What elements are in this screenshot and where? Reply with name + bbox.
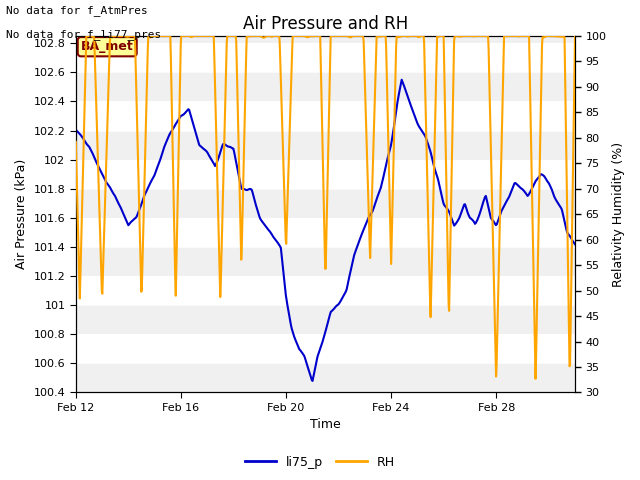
Bar	[76, 218, 575, 247]
Text: No data for f_li77_pres: No data for f_li77_pres	[6, 29, 162, 40]
Text: BA_met: BA_met	[81, 40, 134, 53]
Bar	[76, 276, 575, 305]
Bar	[76, 72, 575, 101]
Bar	[76, 189, 575, 218]
Y-axis label: Relativity Humidity (%): Relativity Humidity (%)	[612, 142, 625, 287]
Legend: li75_p, RH: li75_p, RH	[240, 451, 400, 474]
Title: Air Pressure and RH: Air Pressure and RH	[243, 15, 408, 33]
Y-axis label: Air Pressure (kPa): Air Pressure (kPa)	[15, 159, 28, 269]
Bar	[76, 334, 575, 363]
Bar	[76, 101, 575, 131]
Bar	[76, 160, 575, 189]
Bar	[76, 247, 575, 276]
Bar	[76, 131, 575, 160]
Bar	[76, 305, 575, 334]
Text: No data for f_AtmPres: No data for f_AtmPres	[6, 5, 148, 16]
Bar	[76, 363, 575, 393]
Bar	[76, 43, 575, 72]
X-axis label: Time: Time	[310, 419, 341, 432]
